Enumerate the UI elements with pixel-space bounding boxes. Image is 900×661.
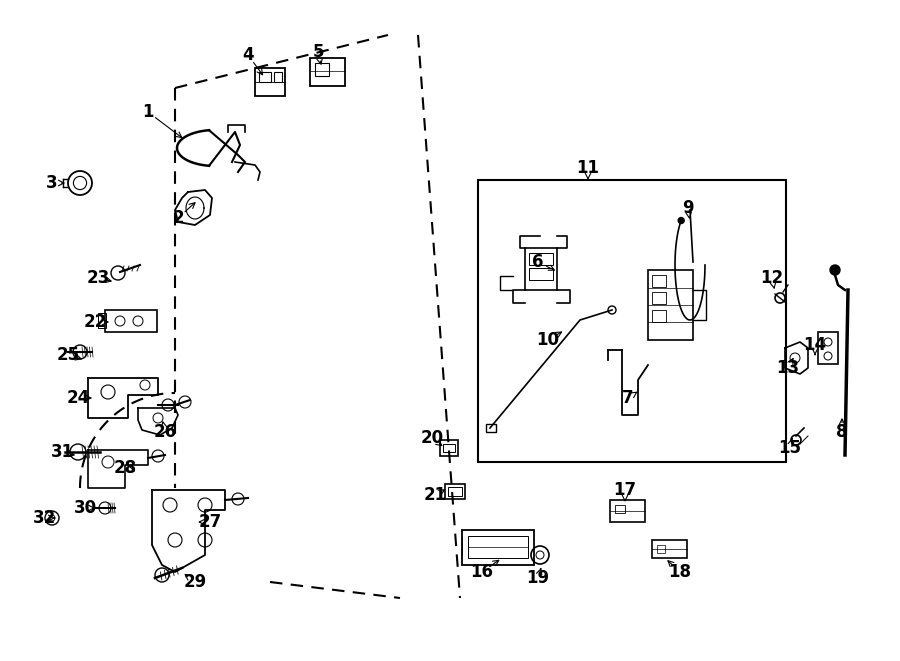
Text: 7: 7 <box>622 389 634 407</box>
Bar <box>652 310 666 322</box>
Text: 22: 22 <box>84 313 106 331</box>
Bar <box>310 58 345 86</box>
Circle shape <box>830 265 840 275</box>
Circle shape <box>679 217 684 223</box>
Text: 26: 26 <box>153 423 176 441</box>
Bar <box>525 248 557 290</box>
Bar <box>255 68 285 96</box>
Bar <box>98 313 106 328</box>
Text: 10: 10 <box>536 331 560 349</box>
Bar <box>105 310 157 332</box>
Text: 1: 1 <box>142 103 154 121</box>
Bar <box>652 292 666 304</box>
Text: 18: 18 <box>669 563 691 581</box>
Text: 8: 8 <box>836 423 848 441</box>
Text: 27: 27 <box>198 513 221 531</box>
Text: 17: 17 <box>614 481 636 499</box>
Text: 2: 2 <box>172 209 184 227</box>
Text: 25: 25 <box>57 346 79 364</box>
Bar <box>529 253 553 265</box>
Text: 32: 32 <box>33 509 57 527</box>
Text: 3: 3 <box>46 174 58 192</box>
Bar <box>648 270 693 340</box>
Bar <box>486 424 496 432</box>
Text: 11: 11 <box>577 159 599 177</box>
Text: 12: 12 <box>760 269 784 287</box>
Text: 23: 23 <box>86 269 110 287</box>
Bar <box>478 180 786 462</box>
Text: 5: 5 <box>312 43 324 61</box>
Bar <box>448 487 462 496</box>
Text: 13: 13 <box>777 359 799 377</box>
Text: 31: 31 <box>50 443 74 461</box>
Bar <box>468 536 528 558</box>
Text: 20: 20 <box>420 429 444 447</box>
Text: 19: 19 <box>526 569 550 587</box>
Bar <box>610 500 645 522</box>
Bar <box>274 72 282 82</box>
Bar <box>529 268 553 280</box>
Text: 9: 9 <box>682 199 694 217</box>
Bar <box>657 545 665 553</box>
Bar <box>443 444 455 452</box>
Bar <box>445 484 465 499</box>
Bar <box>818 332 838 364</box>
Text: 24: 24 <box>67 389 90 407</box>
Text: 21: 21 <box>423 486 446 504</box>
Bar <box>652 540 687 558</box>
Text: 29: 29 <box>184 573 207 591</box>
Text: 15: 15 <box>778 439 802 457</box>
Bar <box>440 440 458 456</box>
Text: 16: 16 <box>471 563 493 581</box>
Bar <box>315 63 329 76</box>
Text: 4: 4 <box>242 46 254 64</box>
Bar <box>652 275 666 287</box>
Bar <box>615 505 625 513</box>
Text: 30: 30 <box>74 499 96 517</box>
Text: 6: 6 <box>532 253 544 271</box>
Text: 28: 28 <box>113 459 137 477</box>
Bar <box>462 530 534 565</box>
Text: 14: 14 <box>804 336 826 354</box>
Bar <box>259 72 271 82</box>
